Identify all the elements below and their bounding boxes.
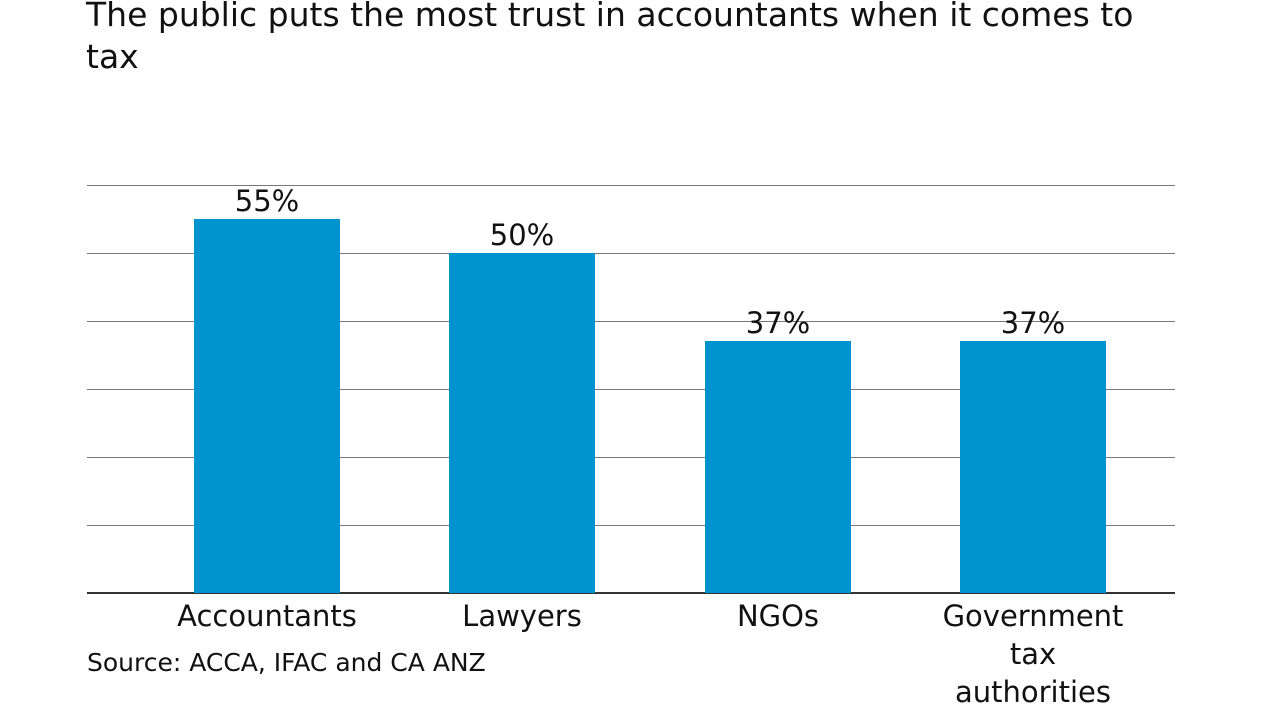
gridline (87, 389, 1175, 390)
value-label: 55% (234, 184, 300, 218)
gridline (87, 321, 1175, 322)
source-note: Source: ACCA, IFAC and CA ANZ (87, 648, 486, 677)
gridline (87, 185, 1175, 186)
category-label: NGOs (736, 599, 820, 633)
bar-accountants (194, 219, 340, 593)
category-label: Accountants (177, 599, 357, 633)
bar-lawyers (449, 253, 595, 593)
category-label: Government tax authorities (942, 599, 1124, 709)
chart-title: The public puts the most trust in accoun… (86, 0, 1134, 76)
gridline (87, 457, 1175, 458)
value-label: 37% (1000, 306, 1066, 341)
value-label: 50% (489, 218, 555, 252)
gridline (87, 253, 1175, 254)
bar-government-tax-authorities (960, 341, 1106, 593)
bar-ngos (705, 341, 851, 593)
plot-area (87, 185, 1175, 594)
gridline (87, 525, 1175, 526)
value-label: 37% (745, 306, 811, 341)
x-axis-baseline (87, 592, 1175, 594)
category-label: Lawyers (462, 599, 582, 633)
